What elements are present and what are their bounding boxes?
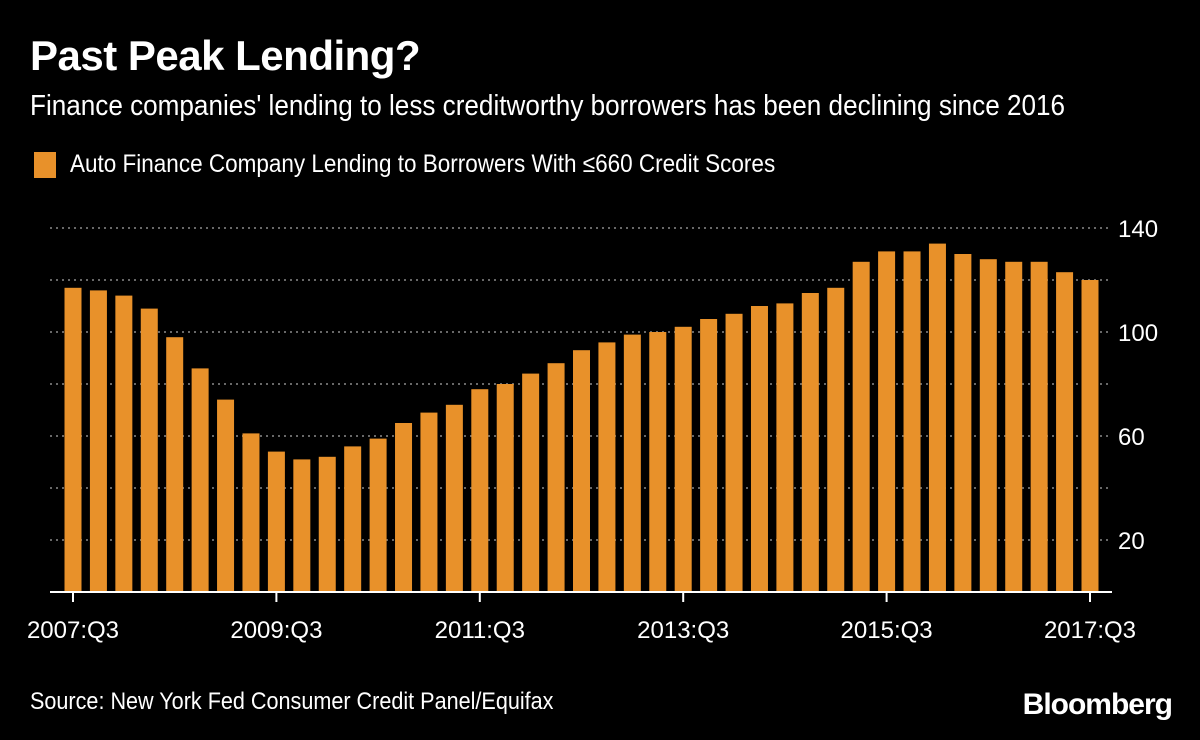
bar <box>623 334 641 592</box>
bar <box>522 373 540 592</box>
bloomberg-logo: Bloomberg <box>1022 688 1173 721</box>
bar <box>649 332 667 592</box>
legend-swatch <box>34 151 56 178</box>
bar <box>293 459 311 592</box>
axis-layer: 20 60 100 140 2007:Q3 2009:Q3 2011:Q3 2013:Q3 20… <box>27 216 1158 644</box>
bar <box>547 363 565 592</box>
bar <box>64 287 82 592</box>
chart-subtitle: Finance companies' lending to less credi… <box>30 90 1066 122</box>
legend-label: Auto Finance Company Lending to Borrower… <box>70 150 776 178</box>
bar <box>776 303 794 592</box>
bar <box>674 326 692 592</box>
bar <box>1005 261 1023 592</box>
bar <box>827 287 845 592</box>
bar <box>852 261 870 592</box>
y-tick-label: 100 <box>1118 320 1158 347</box>
bar <box>979 259 997 592</box>
bar <box>725 313 743 592</box>
bar <box>395 423 413 592</box>
x-tick-label: 2009:Q3 <box>230 617 322 644</box>
bar <box>903 251 921 592</box>
bar <box>115 295 133 592</box>
bar <box>700 319 718 592</box>
bar <box>242 433 260 592</box>
source-note: Source: New York Fed Consumer Credit Pan… <box>30 688 554 715</box>
bar <box>89 290 107 592</box>
bar <box>471 389 489 592</box>
bar <box>954 254 972 592</box>
bar <box>1030 261 1048 592</box>
bar <box>267 451 285 592</box>
bar <box>191 368 209 592</box>
bar <box>750 306 768 592</box>
bar <box>928 243 946 592</box>
bar-layer <box>64 243 1099 592</box>
bar <box>598 342 616 592</box>
bar <box>573 350 590 592</box>
bar <box>420 412 438 592</box>
bar <box>318 456 336 592</box>
x-tick-label: 2017:Q3 <box>1044 617 1136 644</box>
x-tick-label: 2011:Q3 <box>435 617 525 644</box>
bar <box>140 308 158 592</box>
y-tick-label: 60 <box>1118 424 1145 451</box>
y-tick-label: 20 <box>1118 528 1145 555</box>
x-tick-label: 2013:Q3 <box>637 617 729 644</box>
legend: Auto Finance Company Lending to Borrower… <box>34 150 854 179</box>
bar <box>878 251 896 592</box>
x-tick-label: 2015:Q3 <box>841 617 933 644</box>
bar <box>166 337 184 592</box>
y-tick-label: 140 <box>1118 216 1158 243</box>
bar <box>1056 272 1074 592</box>
bar <box>1081 280 1099 592</box>
bar <box>217 399 235 592</box>
bar <box>445 404 463 592</box>
chart-title: Past Peak Lending? <box>30 32 421 79</box>
bar <box>369 438 387 592</box>
bar <box>344 446 362 592</box>
bar <box>496 384 514 592</box>
bar <box>801 293 819 592</box>
x-tick-label: 2007:Q3 <box>27 617 119 644</box>
